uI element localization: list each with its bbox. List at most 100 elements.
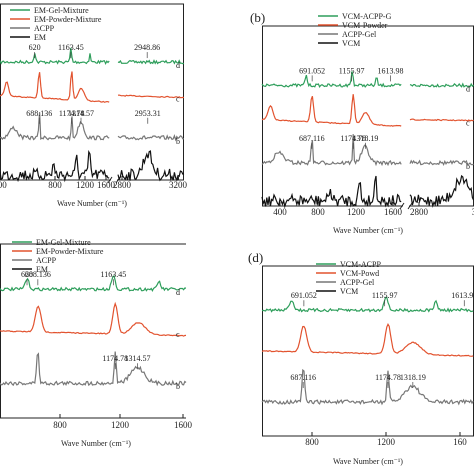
peak-label: 1163.45	[100, 270, 126, 279]
trace-letter: d	[176, 288, 180, 297]
x-tick-label: 3200	[169, 180, 188, 190]
x-tick-label: 1600	[384, 207, 403, 217]
spectrum-trace-a	[117, 150, 185, 182]
x-tick-label: 2800	[113, 180, 132, 190]
legend-entry: EM-Powder-Mixture	[34, 15, 102, 24]
spectrum-trace-b	[409, 159, 474, 167]
x-tick-label: 1600	[97, 180, 116, 190]
x-tick-label: 1200	[347, 207, 366, 217]
peak-label: 1314.57	[125, 354, 151, 363]
x-tick-label: 1200	[76, 180, 95, 190]
panel-label: (d)	[248, 250, 263, 265]
legend-entry: EM	[36, 265, 48, 274]
x-tick-label: 400	[273, 207, 287, 217]
peak-label: 1314.57	[68, 109, 94, 118]
x-axis-label: Wave Number (cm⁻¹)	[333, 226, 403, 235]
legend-entry: VCM	[340, 287, 358, 296]
trace-letter: c	[466, 119, 470, 128]
chart-panel-4: 800 1200 160 Wave Number (cm⁻¹) (d) VCM-ACPP V…	[248, 250, 474, 466]
legend-entry: EM-Gel-Mixture	[34, 6, 89, 15]
x-tick-label: 160	[453, 437, 467, 447]
chart-panel-3: 800 1200 1600 Wave Number (cm⁻¹) EM-Gel-Mixt…	[0, 238, 193, 448]
x-axis-label: Wave Number (cm⁻¹)	[57, 199, 127, 208]
spectrum-trace-c	[0, 301, 187, 337]
chart-panel-2: 400 800 1200 1600 2800 3 Wave Number (cm⁻¹) (b)…	[250, 10, 474, 235]
legend-entry: VCM-ACPP	[340, 260, 381, 269]
trace-letter: d	[466, 84, 470, 93]
peak-label: 691.052	[291, 291, 317, 300]
x-tick-label: 1600	[174, 420, 193, 430]
x-tick-label: 800	[311, 207, 325, 217]
x-tick-label: 800	[305, 437, 319, 447]
peak-label: 1318.19	[400, 373, 426, 382]
peak-label: 2953.31	[135, 109, 161, 118]
peak-label: 1613.98	[377, 66, 403, 75]
x-axis-label: Wave Number (cm⁻¹)	[333, 457, 403, 466]
trace-letter: c	[176, 330, 180, 339]
spectrum-trace-1	[261, 323, 474, 357]
legend-entry: ACPP-Gel	[342, 30, 377, 39]
spectrum-trace-d	[261, 71, 402, 88]
legend-entry: VCM	[342, 39, 360, 48]
legend-entry: VCM-ACPP-G	[342, 12, 392, 21]
spectrum-trace-2	[261, 368, 474, 406]
peak-label: 688.136	[25, 270, 51, 279]
trace-letter: d	[176, 61, 180, 70]
x-tick-label: 1200	[377, 437, 396, 447]
axis-break-mark	[407, 202, 413, 210]
panel-label: (b)	[250, 10, 265, 25]
legend-entry: VCM-Powder-	[342, 21, 390, 30]
peak-label: 1174.78	[340, 134, 366, 143]
spectrum-trace-3	[261, 175, 402, 209]
x-axis-label: Wave Number (cm⁻¹)	[61, 439, 131, 448]
spectrum-trace-c	[261, 94, 402, 127]
peak-label: 687.116	[290, 373, 316, 382]
peak-label: 2948.86	[134, 43, 160, 52]
x-tick-label: 800	[53, 420, 67, 430]
spectrum-trace-d	[409, 82, 474, 88]
peak-label: 1318.19	[352, 134, 378, 143]
peak-label: 687.116	[299, 134, 325, 143]
legend-entry: EM	[34, 33, 46, 42]
x-tick-label: 2800	[410, 207, 429, 217]
axis-break-mark	[399, 202, 405, 210]
peak-label: 620	[29, 43, 41, 52]
spectrum-trace-c	[0, 71, 110, 103]
trace-letter: a	[176, 174, 180, 183]
legend-entry: EM-Powder-Mixture	[36, 247, 104, 256]
peak-label: 691.052	[299, 66, 325, 75]
axis-break-gap	[111, 177, 117, 183]
peak-label: 1155.97	[339, 66, 365, 75]
trace-letter: b	[176, 137, 180, 146]
spectrum-trace-d	[0, 274, 187, 292]
peak-label: 1155.97	[372, 291, 398, 300]
legend-entry: ACPP	[34, 24, 55, 33]
x-tick-label: 800	[48, 180, 62, 190]
spectrum-trace-0	[261, 296, 474, 313]
axis-break-mark	[107, 176, 113, 184]
spectrum-trace-d	[117, 59, 185, 65]
spectrum-trace-b	[0, 112, 110, 142]
peak-label: 1163.45	[58, 43, 84, 52]
x-tick-label: 1200	[111, 420, 130, 430]
x-tick-label: 400	[0, 180, 7, 190]
peak-label: 688.136	[26, 109, 52, 118]
peak-label: 1174.78	[375, 373, 401, 382]
legend-entry: ACPP-Gel	[340, 278, 375, 287]
spectrum-trace-c	[117, 94, 185, 99]
x-tick-label: 3	[472, 207, 474, 217]
peak-label: 1174.78	[59, 109, 85, 118]
peak-label: 1613.98	[451, 291, 474, 300]
spectrum-trace-d	[0, 47, 110, 66]
legend-entry: ACPP	[36, 256, 57, 265]
spectrum-trace-b	[261, 134, 402, 167]
trace-letter: b	[176, 382, 180, 391]
axis-break-gap	[403, 203, 409, 209]
trace-letter: b	[466, 162, 470, 171]
spectrum-trace-a	[0, 149, 110, 183]
spectrum-trace-b	[0, 351, 187, 387]
spectrum-trace-b	[117, 133, 184, 142]
spectrum-trace-c	[409, 118, 474, 122]
